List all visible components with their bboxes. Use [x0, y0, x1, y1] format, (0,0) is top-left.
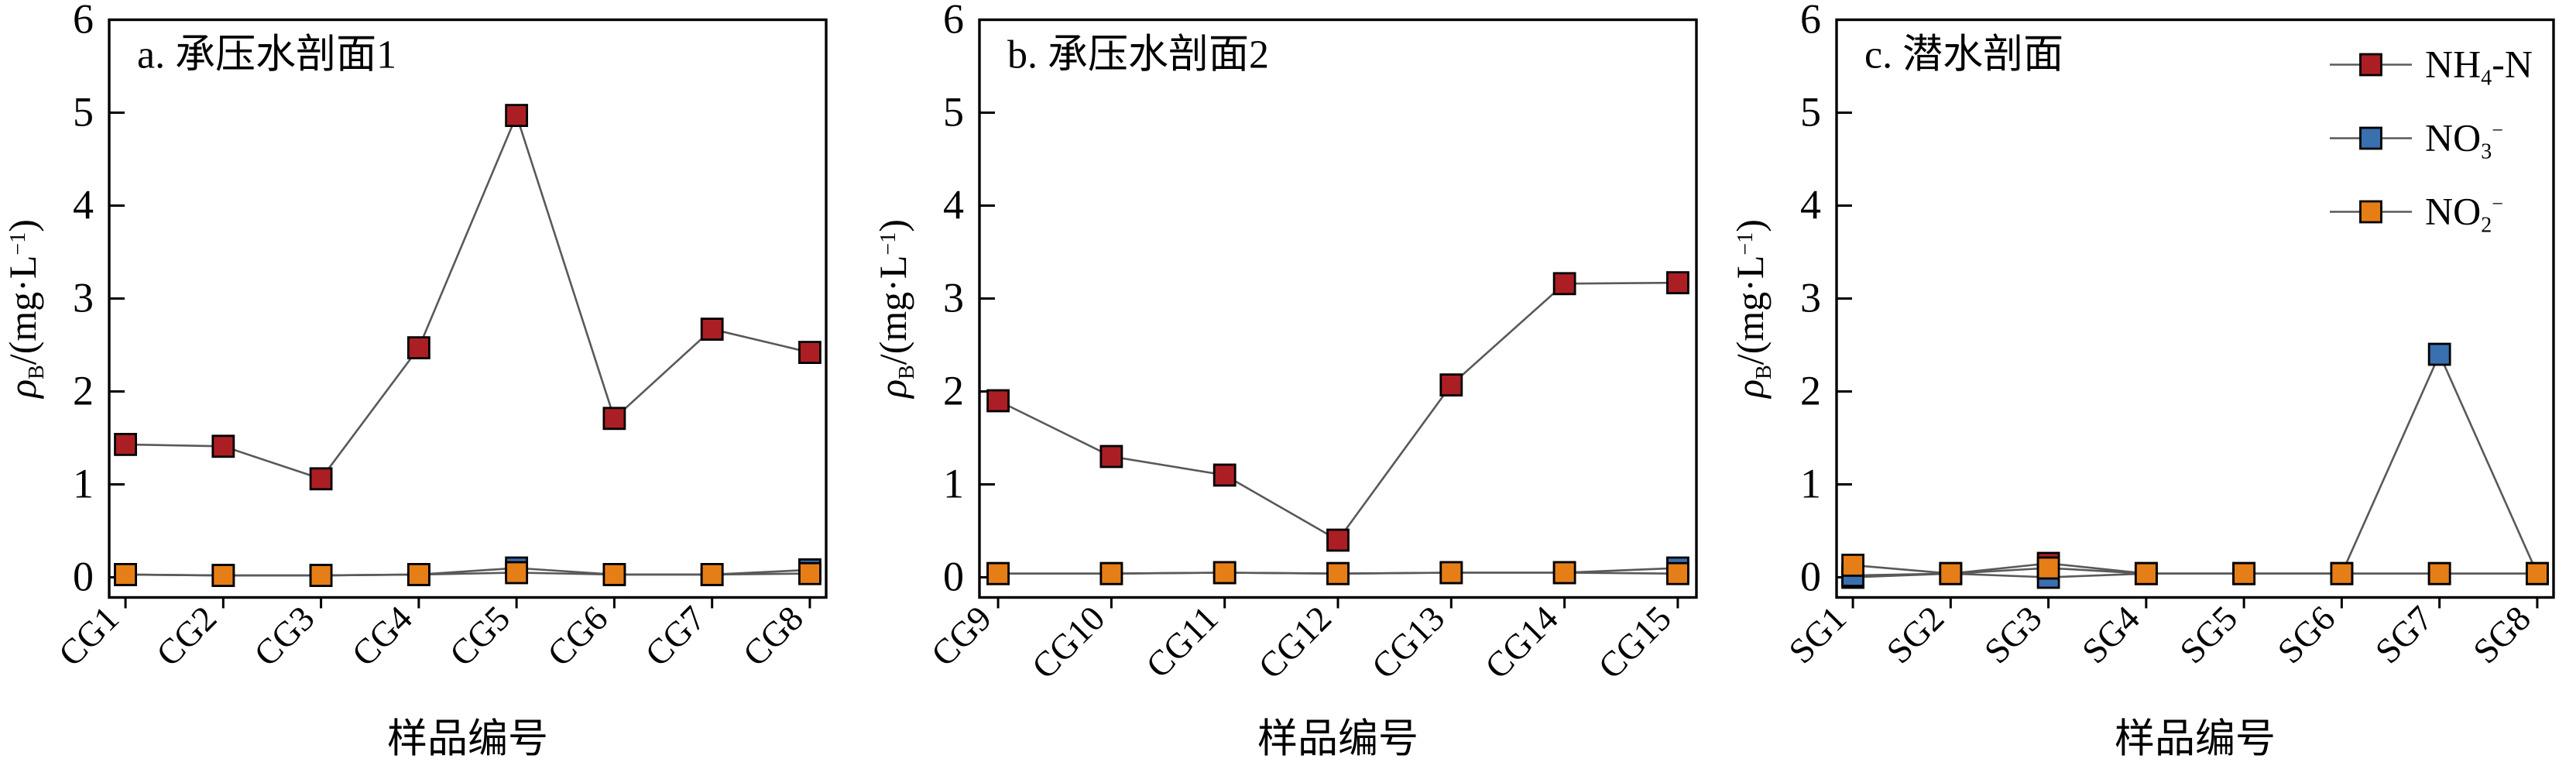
svg-text:5: 5	[73, 89, 94, 136]
svg-text:c. 潜水剖面: c. 潜水剖面	[1864, 33, 2063, 77]
svg-text:样品编号: 样品编号	[1257, 718, 1418, 762]
svg-text:样品编号: 样品编号	[2115, 718, 2276, 762]
svg-text:5: 5	[943, 89, 964, 136]
svg-text:0: 0	[943, 554, 964, 600]
svg-text:0: 0	[1800, 554, 1821, 600]
svg-text:2: 2	[1800, 368, 1821, 414]
svg-text:1: 1	[73, 461, 94, 507]
svg-text:3: 3	[1800, 275, 1821, 321]
svg-text:4: 4	[73, 182, 94, 228]
svg-text:6: 6	[943, 0, 964, 43]
svg-text:0: 0	[73, 554, 94, 600]
svg-text:2: 2	[73, 368, 94, 414]
svg-text:1: 1	[943, 461, 964, 507]
svg-text:4: 4	[943, 182, 964, 228]
svg-text:NH4-N: NH4-N	[2425, 43, 2533, 91]
svg-text:6: 6	[73, 0, 94, 43]
svg-text:样品编号: 样品编号	[387, 718, 548, 762]
svg-text:6: 6	[1800, 0, 1821, 43]
svg-text:5: 5	[1800, 89, 1821, 136]
svg-text:a. 承压水剖面1: a. 承压水剖面1	[137, 33, 396, 77]
svg-text:3: 3	[943, 275, 964, 321]
svg-text:2: 2	[943, 368, 964, 414]
svg-text:b. 承压水剖面2: b. 承压水剖面2	[1007, 33, 1269, 77]
svg-text:3: 3	[73, 275, 94, 321]
svg-text:NO3−: NO3−	[2425, 116, 2503, 164]
svg-text:4: 4	[1800, 182, 1821, 228]
svg-text:NO2−: NO2−	[2425, 190, 2503, 238]
svg-text:1: 1	[1800, 461, 1821, 507]
